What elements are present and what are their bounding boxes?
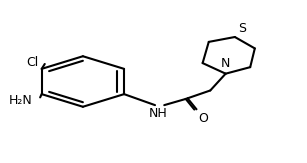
Text: NH: NH: [149, 107, 168, 120]
Text: Cl: Cl: [26, 56, 39, 69]
Text: O: O: [198, 112, 208, 125]
Text: H₂N: H₂N: [9, 94, 33, 107]
Text: N: N: [221, 57, 230, 70]
Text: S: S: [238, 22, 246, 35]
